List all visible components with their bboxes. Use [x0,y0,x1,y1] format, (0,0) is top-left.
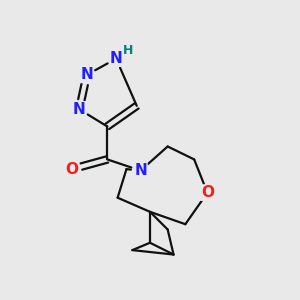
Text: N: N [73,102,86,117]
Text: N: N [134,163,147,178]
Text: N: N [110,51,122,66]
Text: H: H [123,44,133,57]
Text: O: O [201,185,214,200]
Text: N: N [80,68,93,82]
Text: O: O [65,162,79,177]
